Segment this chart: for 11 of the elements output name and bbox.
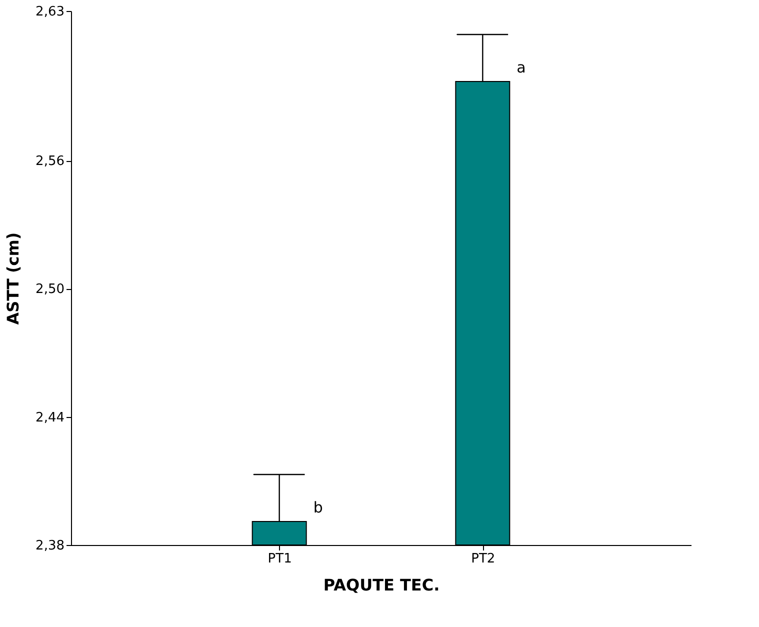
y-axis-title: ASTT (cm) — [4, 232, 23, 325]
annotation: a — [516, 58, 526, 76]
y-tick-label: 2,38 — [36, 538, 64, 554]
annotation: b — [313, 498, 323, 517]
x-tick-label: PT2 — [471, 552, 496, 566]
x-axis-title: PAQUTE TEC. — [323, 576, 440, 594]
y-tick-label: 2,56 — [36, 154, 64, 170]
y-tick-label: 2,63 — [36, 4, 64, 20]
x-tick-label: PT1 — [268, 552, 292, 566]
y-tick-label: 2,50 — [36, 282, 64, 298]
y-tick-label: 2,44 — [36, 410, 64, 426]
